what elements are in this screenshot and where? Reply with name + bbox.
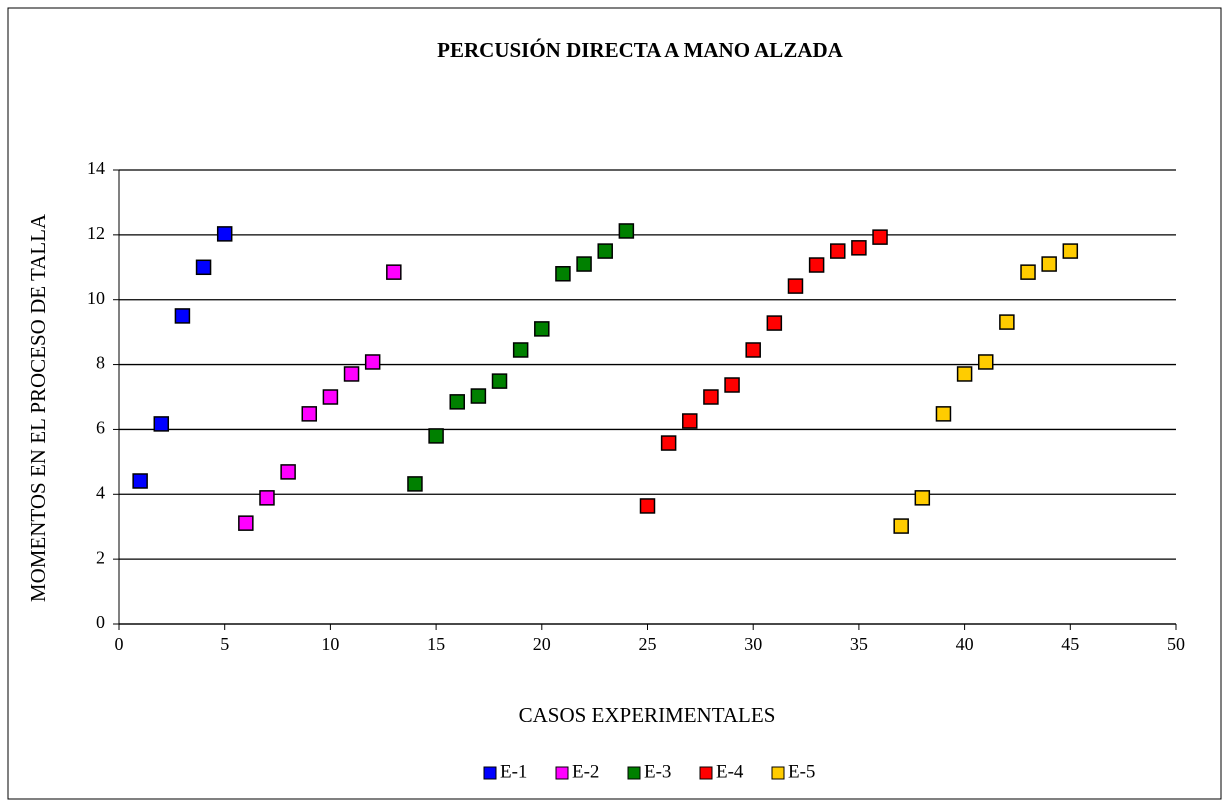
marker [576, 256, 592, 272]
marker [534, 321, 550, 337]
y-tick-label: 8 [96, 353, 105, 373]
chart-title: PERCUSIÓN DIRECTA A MANO ALZADA [437, 38, 843, 62]
x-tick-label: 0 [115, 634, 124, 654]
marker [238, 515, 254, 531]
marker [808, 257, 825, 273]
marker [618, 223, 635, 239]
marker [745, 342, 761, 358]
x-tick-label: 30 [744, 634, 762, 654]
marker [872, 229, 888, 245]
legend-label: E-2 [572, 761, 599, 782]
marker [935, 406, 952, 422]
x-tick-label: 35 [850, 634, 868, 654]
marker [999, 314, 1015, 330]
marker [428, 428, 444, 444]
y-tick-label: 4 [96, 482, 105, 502]
marker [174, 308, 191, 324]
marker [1062, 243, 1079, 259]
y-tick-label: 12 [87, 223, 105, 243]
x-tick-label: 15 [427, 634, 445, 654]
legend-label: E-4 [716, 761, 744, 782]
marker [787, 278, 804, 294]
marker [555, 266, 571, 282]
x-tick-label: 5 [220, 634, 229, 654]
y-axis-label: MOMENTOS EN EL PROCESO DE TALLA [26, 213, 50, 602]
legend-label: E-3 [644, 761, 671, 782]
marker [830, 243, 846, 259]
marker [280, 464, 296, 480]
marker [449, 394, 465, 410]
marker [153, 416, 170, 432]
y-tick-label: 10 [87, 288, 105, 308]
chart-frame [7, 7, 1222, 800]
marker [512, 342, 529, 358]
marker [597, 243, 613, 259]
marker [1041, 256, 1057, 272]
x-tick-label: 25 [639, 634, 657, 654]
marker [1020, 264, 1036, 280]
y-tick-label: 0 [96, 612, 105, 632]
marker [682, 413, 698, 429]
marker [660, 435, 677, 451]
x-tick-label: 45 [1061, 634, 1079, 654]
marker [491, 373, 508, 389]
marker [386, 264, 402, 280]
marker [195, 259, 212, 276]
y-tick-label: 14 [87, 158, 105, 178]
marker [216, 226, 233, 242]
legend-swatch [483, 766, 497, 780]
marker [956, 366, 973, 382]
marker [914, 490, 931, 506]
marker [977, 354, 994, 370]
legend-swatch [771, 766, 785, 780]
marker [322, 389, 339, 405]
marker [343, 366, 360, 382]
marker [766, 315, 783, 331]
marker [851, 240, 867, 256]
legend-label: E-5 [788, 761, 815, 782]
marker [301, 406, 318, 422]
x-tick-label: 50 [1167, 634, 1185, 654]
x-tick-label: 10 [321, 634, 339, 654]
x-tick-label: 20 [533, 634, 551, 654]
legend-swatch [699, 766, 713, 780]
marker [724, 377, 740, 393]
marker [470, 388, 487, 404]
marker [639, 498, 656, 514]
legend-swatch [555, 766, 569, 780]
marker [407, 476, 423, 492]
x-axis-label: CASOS EXPERIMENTALES [519, 703, 776, 727]
marker [893, 518, 909, 534]
legend-swatch [627, 766, 641, 780]
marker [132, 473, 148, 489]
y-tick-label: 6 [96, 418, 105, 438]
y-tick-label: 2 [96, 547, 105, 567]
marker [259, 490, 275, 506]
marker [703, 389, 719, 405]
legend-label: E-1 [500, 761, 527, 782]
marker [364, 354, 381, 370]
x-tick-label: 40 [956, 634, 974, 654]
